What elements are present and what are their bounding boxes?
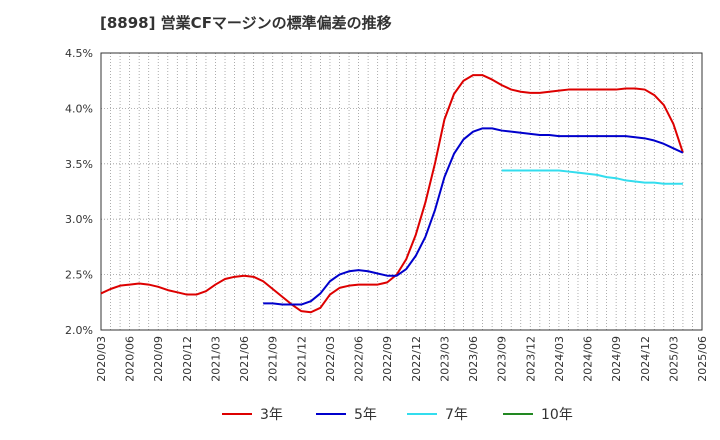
series-line-5年 xyxy=(263,127,684,306)
x-tick-label: 2020/12 xyxy=(181,336,194,382)
y-tick-label: 3.5% xyxy=(65,158,93,171)
x-tick-label: 2023/09 xyxy=(496,336,509,382)
x-tick-label: 2023/12 xyxy=(524,336,537,382)
x-tick-label: 2022/03 xyxy=(324,336,337,382)
x-tick-label: 2021/03 xyxy=(209,336,222,382)
y-tick-label: 4.0% xyxy=(65,102,93,115)
x-tick-label: 2022/09 xyxy=(381,336,394,382)
x-tick-label: 2023/03 xyxy=(438,336,451,382)
legend-label: 3年 xyxy=(260,407,283,423)
y-tick-label: 2.0% xyxy=(65,324,93,337)
x-tick-label: 2024/12 xyxy=(639,336,652,382)
plot-area xyxy=(101,53,702,330)
x-tick-label: 2024/06 xyxy=(582,336,595,382)
x-tick-label: 2020/03 xyxy=(95,336,108,382)
x-tick-label: 2022/06 xyxy=(353,336,366,382)
x-tick-label: 2024/03 xyxy=(553,336,566,382)
legend-label: 10年 xyxy=(541,407,573,423)
x-tick-label: 2025/06 xyxy=(696,336,709,382)
series-line-3年 xyxy=(100,74,684,314)
plot-frame xyxy=(100,52,703,331)
legend-label: 5年 xyxy=(354,407,377,423)
x-tick-label: 2022/12 xyxy=(410,336,423,382)
y-tick-label: 3.0% xyxy=(65,213,93,226)
x-tick-label: 2020/06 xyxy=(124,336,137,382)
x-tick-label: 2024/09 xyxy=(610,336,623,382)
x-tick-label: 2021/06 xyxy=(238,336,251,382)
series-line-7年 xyxy=(501,169,683,185)
y-tick-label: 4.5% xyxy=(65,47,93,60)
y-tick-label: 2.5% xyxy=(65,269,93,282)
legend-label: 7年 xyxy=(445,407,468,423)
x-tick-label: 2021/12 xyxy=(295,336,308,382)
chart-title: [8898] 営業CFマージンの標準偏差の推移 xyxy=(100,14,392,32)
x-tick-label: 2025/03 xyxy=(667,336,680,382)
x-tick-label: 2021/09 xyxy=(267,336,280,382)
x-tick-label: 2020/09 xyxy=(152,336,165,382)
x-tick-label: 2023/06 xyxy=(467,336,480,382)
